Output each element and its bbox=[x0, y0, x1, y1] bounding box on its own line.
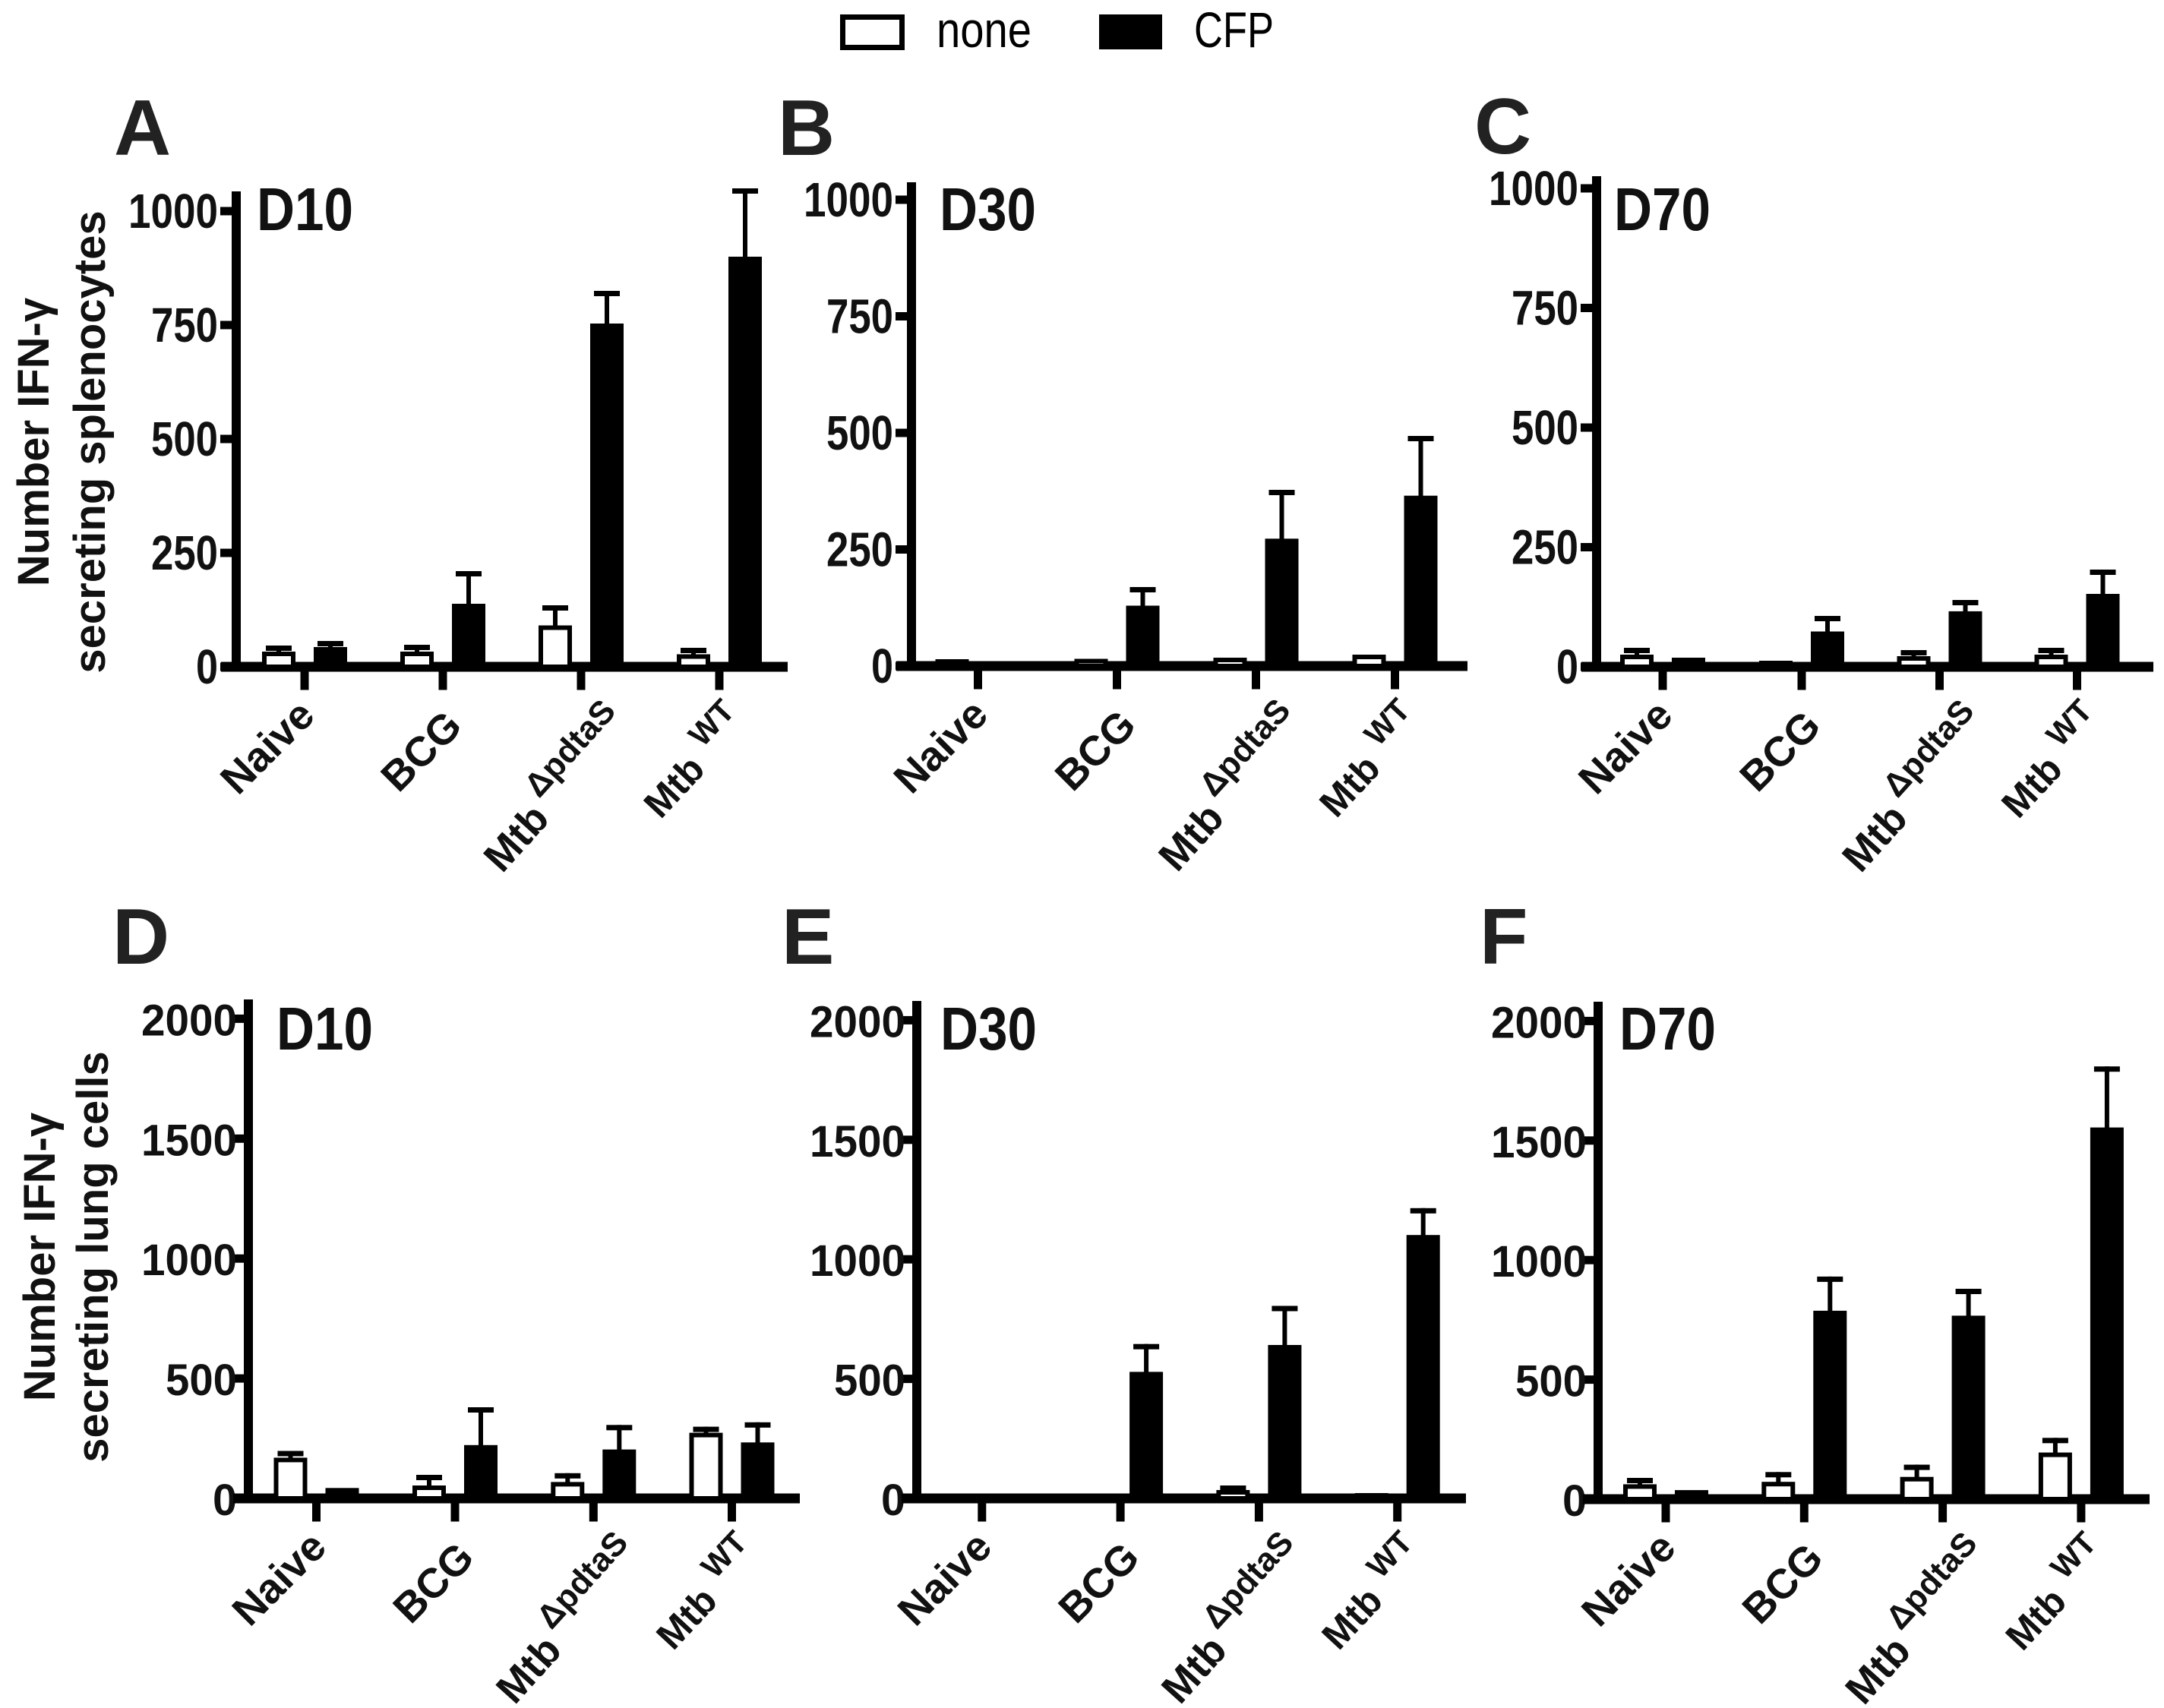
svg-text:250: 250 bbox=[826, 523, 893, 577]
svg-text:D10: D10 bbox=[257, 175, 353, 243]
svg-text:0: 0 bbox=[881, 1476, 905, 1525]
svg-text:Number IFN-γ: Number IFN-γ bbox=[9, 297, 58, 586]
svg-text:none: none bbox=[937, 2, 1031, 58]
svg-text:500: 500 bbox=[834, 1356, 905, 1406]
svg-text:D30: D30 bbox=[940, 175, 1036, 243]
svg-text:CFP: CFP bbox=[1194, 2, 1274, 58]
svg-text:0: 0 bbox=[871, 639, 893, 693]
svg-text:500: 500 bbox=[151, 412, 218, 466]
svg-text:2000: 2000 bbox=[1491, 998, 1587, 1047]
svg-text:B: B bbox=[778, 84, 835, 172]
svg-text:500: 500 bbox=[826, 406, 893, 460]
svg-text:1000: 1000 bbox=[128, 184, 218, 238]
svg-text:250: 250 bbox=[151, 526, 218, 580]
svg-text:1500: 1500 bbox=[1491, 1118, 1587, 1167]
svg-text:1000: 1000 bbox=[1489, 161, 1578, 216]
svg-text:250: 250 bbox=[1512, 520, 1578, 575]
svg-text:500: 500 bbox=[166, 1356, 237, 1405]
svg-text:D70: D70 bbox=[1619, 995, 1716, 1062]
svg-text:500: 500 bbox=[1515, 1357, 1587, 1406]
svg-text:D70: D70 bbox=[1614, 175, 1711, 243]
svg-text:750: 750 bbox=[826, 289, 893, 344]
svg-text:2000: 2000 bbox=[810, 997, 905, 1047]
svg-text:500: 500 bbox=[1512, 400, 1578, 455]
svg-text:1000: 1000 bbox=[1491, 1237, 1587, 1287]
svg-text:E: E bbox=[782, 893, 834, 981]
svg-text:0: 0 bbox=[213, 1476, 237, 1525]
svg-text:0: 0 bbox=[1556, 639, 1578, 694]
svg-text:1500: 1500 bbox=[141, 1116, 237, 1165]
svg-text:1000: 1000 bbox=[141, 1236, 237, 1285]
svg-text:750: 750 bbox=[1512, 281, 1578, 336]
svg-text:A: A bbox=[114, 84, 171, 172]
svg-text:secreting lung cells: secreting lung cells bbox=[68, 1051, 118, 1463]
svg-text:D: D bbox=[112, 893, 169, 981]
svg-text:1500: 1500 bbox=[810, 1117, 905, 1167]
svg-text:secreting splenocytes: secreting splenocytes bbox=[65, 210, 115, 673]
svg-text:Number IFN-γ: Number IFN-γ bbox=[15, 1112, 65, 1401]
svg-text:1000: 1000 bbox=[810, 1236, 905, 1286]
svg-text:1000: 1000 bbox=[804, 172, 893, 227]
svg-text:D10: D10 bbox=[276, 995, 373, 1062]
svg-text:750: 750 bbox=[151, 298, 218, 352]
svg-text:0: 0 bbox=[196, 639, 218, 694]
svg-text:0: 0 bbox=[1562, 1476, 1587, 1526]
svg-text:C: C bbox=[1474, 83, 1531, 171]
svg-text:2000: 2000 bbox=[141, 996, 237, 1045]
svg-text:F: F bbox=[1480, 893, 1528, 981]
svg-text:D30: D30 bbox=[940, 995, 1037, 1062]
